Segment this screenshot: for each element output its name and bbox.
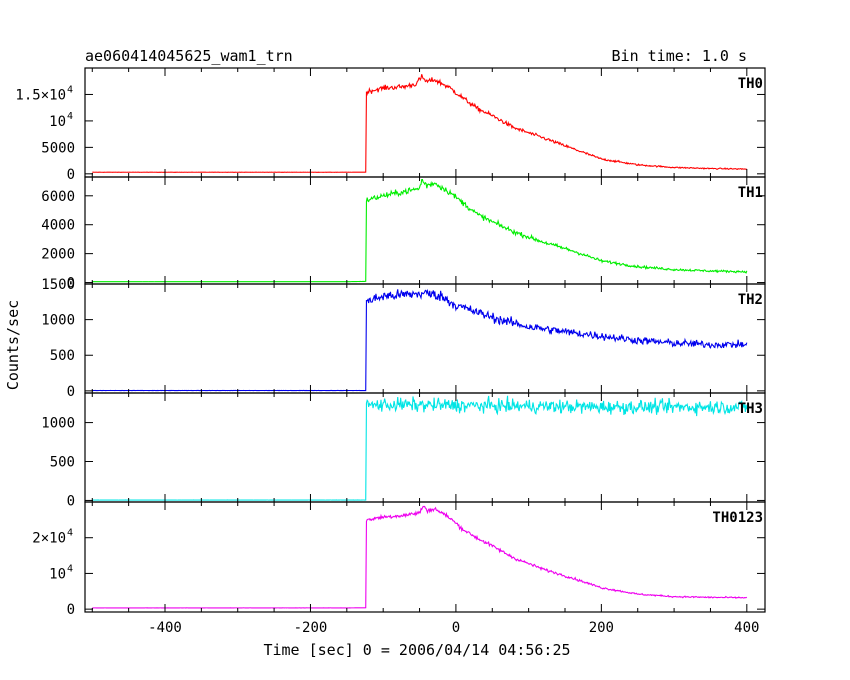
y-tick-label: 10 xyxy=(49,566,66,582)
y-tick-exponent: 4 xyxy=(67,111,73,122)
y-tick-label: 1500 xyxy=(41,277,75,293)
y-tick-label: 500 xyxy=(50,348,75,364)
y-tick-label: 0 xyxy=(67,384,75,400)
panel-label-th0123: TH0123 xyxy=(712,510,763,526)
y-axis-label: Counts/sec xyxy=(4,300,22,390)
panel-frame xyxy=(84,283,766,394)
series-line-th3 xyxy=(92,395,748,501)
panel-th2: 0 500 1000 1500 TH2 xyxy=(41,277,766,400)
panel-label-th3: TH3 xyxy=(738,401,763,417)
y-tick-exponent: 4 xyxy=(67,528,73,539)
y-tick-label: 0 xyxy=(67,276,75,292)
y-tick-label: 0 xyxy=(67,602,75,618)
y-tick-label: 2×10 xyxy=(32,531,66,547)
bin-time-label: Bin time: 1.0 s xyxy=(612,47,747,65)
y-tick-label: 10 xyxy=(49,114,66,130)
y-tick-label: 4000 xyxy=(41,218,75,234)
x-tick-label: 0 xyxy=(452,620,460,636)
x-tick-label: 400 xyxy=(734,620,759,636)
y-tick-exponent: 4 xyxy=(67,84,73,95)
panel-frame xyxy=(84,392,766,503)
chart-title: ae060414045625_wam1_trn xyxy=(85,47,293,65)
panel-frame xyxy=(84,67,766,178)
panel-label-th0: TH0 xyxy=(738,76,763,92)
series-line-th0123 xyxy=(92,505,748,609)
x-tick-label: 200 xyxy=(589,620,614,636)
y-tick-label: 1.5×10 xyxy=(15,87,66,103)
y-tick-label: 1000 xyxy=(41,313,75,329)
x-axis-label: Time [sec] 0 = 2006/04/14 04:56:25 xyxy=(263,641,570,659)
x-tick-label: -400 xyxy=(148,620,182,636)
y-tick-label: 0 xyxy=(67,493,75,509)
series-line-th2 xyxy=(92,288,748,392)
y-tick-label: 6000 xyxy=(41,189,75,205)
series-line-th0 xyxy=(92,74,747,173)
y-tick-label: 1000 xyxy=(41,416,75,432)
y-tick-label: 0 xyxy=(67,167,75,183)
y-tick-exponent: 4 xyxy=(67,563,73,574)
series-line-th1 xyxy=(92,179,748,283)
panel-label-th1: TH1 xyxy=(738,185,763,201)
y-tick-label: 2000 xyxy=(41,247,75,263)
panel-label-th2: TH2 xyxy=(738,292,763,308)
panel-th1: 0 2000 4000 6000 TH1 xyxy=(41,176,766,292)
y-tick-label: 5000 xyxy=(41,140,75,156)
x-tick-label: -200 xyxy=(294,620,328,636)
y-tick-label: 500 xyxy=(50,455,75,471)
panel-th3: 0 500 1000 TH3 xyxy=(41,392,766,509)
panel-frame xyxy=(84,501,766,613)
